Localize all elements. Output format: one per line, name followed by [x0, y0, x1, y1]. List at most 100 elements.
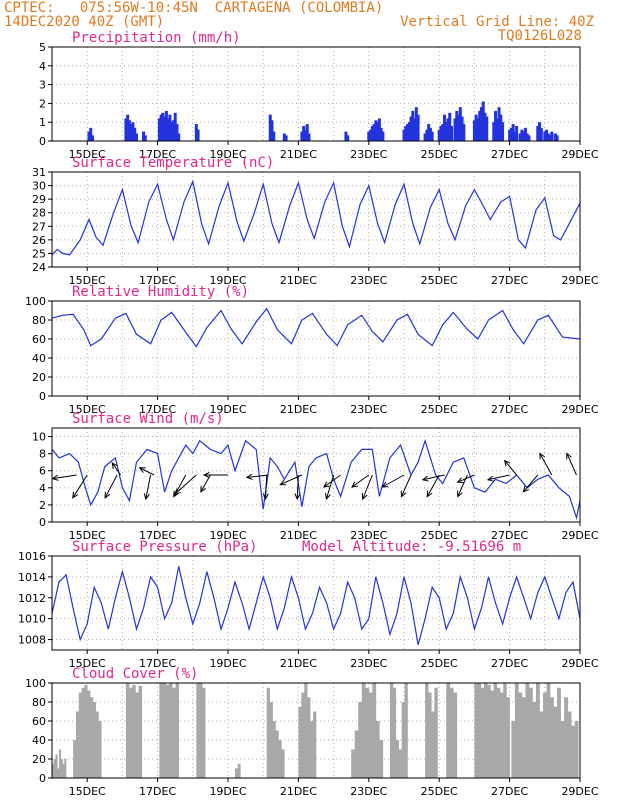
precip-bar: [545, 129, 549, 141]
x-tick-label: 23DEC: [350, 529, 387, 542]
cloud-bar: [138, 685, 143, 778]
cloud-bar: [453, 692, 458, 778]
wind-arrow-head: [322, 481, 330, 488]
wind-arrow-head: [324, 492, 331, 501]
precip-bar: [370, 125, 374, 141]
wind-arrow-head: [503, 459, 511, 467]
panel-annotation: Model Altitude: -9.51696 m: [302, 539, 521, 555]
precip-bar: [450, 125, 454, 141]
precip-bar: [472, 120, 476, 141]
cloud-bar: [389, 683, 394, 778]
wind-arrow: [104, 474, 118, 499]
precip-bar: [479, 107, 483, 141]
precip-bar: [402, 129, 406, 141]
wind-arrow: [566, 453, 577, 476]
wind-arrow-head: [72, 491, 79, 499]
wind-arrow: [382, 474, 405, 488]
precip-bar: [538, 122, 542, 141]
cloud-bar: [425, 683, 429, 778]
cloud-bar: [199, 683, 203, 778]
wind-arrow: [426, 474, 440, 497]
cloud-bar: [375, 721, 380, 778]
x-tick-label: 27DEC: [491, 403, 528, 416]
precip-bar: [539, 127, 543, 141]
precip-bar: [453, 118, 457, 141]
cloud-bar: [60, 759, 63, 778]
cloud-bar: [361, 683, 366, 778]
precip-bar: [196, 129, 200, 141]
precip-bar: [474, 114, 478, 141]
x-tick-label: 15DEC: [69, 148, 106, 161]
x-tick-label: 29DEC: [561, 529, 598, 542]
wind-arrow-head: [381, 481, 389, 488]
wind-arrow-head: [200, 485, 207, 493]
precip-bar: [126, 114, 130, 141]
precip-bar: [170, 122, 174, 141]
x-tick-label: 19DEC: [209, 148, 246, 161]
panel-frame: [51, 171, 581, 268]
header-line1: CPTEC: 075:56W-10:45N CARTAGENA (COLOMBI…: [4, 0, 384, 16]
wind-arrow-head: [539, 452, 546, 460]
y-tick-label: 1012: [18, 592, 46, 605]
y-tick-label: 60: [32, 333, 46, 346]
y-tick-label: 29: [32, 193, 46, 206]
wind-arrow: [72, 474, 88, 499]
precip-bar: [511, 124, 515, 141]
cloud-bar: [269, 702, 273, 778]
wind-arrow: [111, 462, 122, 476]
precip-bar: [90, 135, 94, 141]
wind-arrow: [325, 474, 335, 500]
cloud-bar: [162, 683, 167, 778]
panel-title: Precipitation (mm/h): [72, 30, 241, 46]
y-tick-label: 100: [25, 295, 46, 308]
x-tick-label: 29DEC: [561, 148, 598, 161]
x-tick-label: 27DEC: [491, 148, 528, 161]
panel-frame: [51, 555, 581, 651]
cloud-bar: [564, 697, 568, 778]
precip-bar: [501, 122, 505, 141]
precip-bar: [163, 116, 167, 141]
precip-bar: [520, 129, 524, 141]
wind-arrow-head: [456, 477, 464, 483]
x-tick-label: 23DEC: [350, 785, 387, 798]
cloud-bar: [567, 711, 572, 778]
wind-arrow-head: [426, 490, 433, 498]
y-tick-label: 2: [39, 97, 46, 110]
x-tick-label: 17DEC: [139, 529, 176, 542]
y-tick-label: 80: [32, 314, 46, 327]
x-tick-label: 19DEC: [209, 785, 246, 798]
cloud-bar: [528, 687, 533, 778]
cloud-bar: [132, 684, 136, 778]
wind-arrow: [457, 474, 475, 483]
x-tick-label: 25DEC: [421, 148, 458, 161]
x-tick-label: 29DEC: [561, 785, 598, 798]
x-tick-label: 27DEC: [491, 657, 528, 670]
cloud-bar: [196, 683, 200, 778]
precip-bar: [550, 131, 554, 141]
cloud-bar: [159, 683, 163, 778]
wind-arrow-head: [143, 493, 150, 501]
precip-bar: [553, 133, 557, 141]
x-tick-label: 19DEC: [209, 274, 246, 287]
y-tick-label: 3: [39, 79, 46, 92]
cloud-bar: [449, 687, 454, 778]
precip-bar: [527, 135, 531, 141]
wind-arrow-head: [294, 493, 301, 501]
wind-arrow: [52, 474, 77, 480]
cloud-bar: [514, 683, 519, 778]
x-tick-label: 17DEC: [139, 403, 176, 416]
wind-arrow: [522, 474, 539, 493]
cloud-bar: [521, 697, 526, 778]
wind-arrow-head: [421, 475, 429, 482]
cloud-bar: [474, 683, 478, 778]
wind-arrow: [422, 474, 445, 481]
x-tick-label: 23DEC: [350, 657, 387, 670]
y-tick-label: 40: [32, 352, 46, 365]
cloud-bar: [135, 692, 139, 778]
precip-bar: [441, 124, 445, 141]
cloud-bar: [536, 683, 540, 778]
wind-arrow: [265, 474, 268, 500]
x-tick-label: 21DEC: [280, 785, 317, 798]
x-tick-label: 25DEC: [421, 403, 458, 416]
cloud-bar: [543, 692, 547, 778]
